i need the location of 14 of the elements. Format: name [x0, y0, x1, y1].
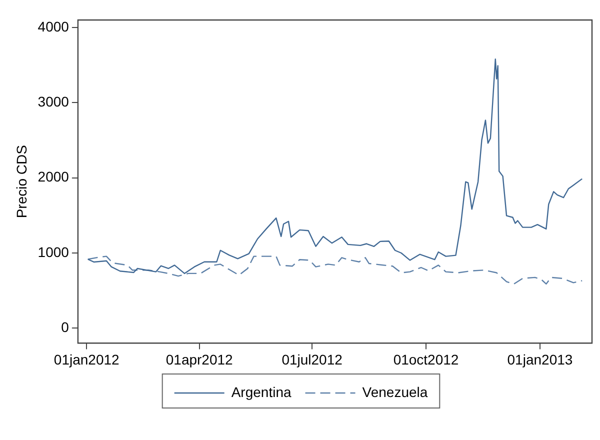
x-tick-label: 01jul2012	[282, 351, 343, 368]
y-tick-label: 4000	[38, 18, 70, 34]
line-series	[87, 256, 583, 285]
y-tick-label: 3000	[38, 94, 70, 110]
y-tick-label: 1000	[38, 244, 70, 260]
x-tick-label: 01oct2012	[393, 351, 459, 368]
y-tick-label: 2000	[38, 168, 70, 185]
y-axis-title: Precio CDS	[13, 145, 30, 218]
legend-label: Venezuela	[362, 384, 428, 400]
x-tick-label: 01apr2012	[166, 351, 234, 368]
x-tick-label: 01jan2012	[54, 351, 120, 368]
x-tick-label: 01jan2013	[507, 351, 573, 368]
legend-label: Argentina	[231, 384, 292, 400]
y-tick-label: 0	[61, 319, 70, 336]
